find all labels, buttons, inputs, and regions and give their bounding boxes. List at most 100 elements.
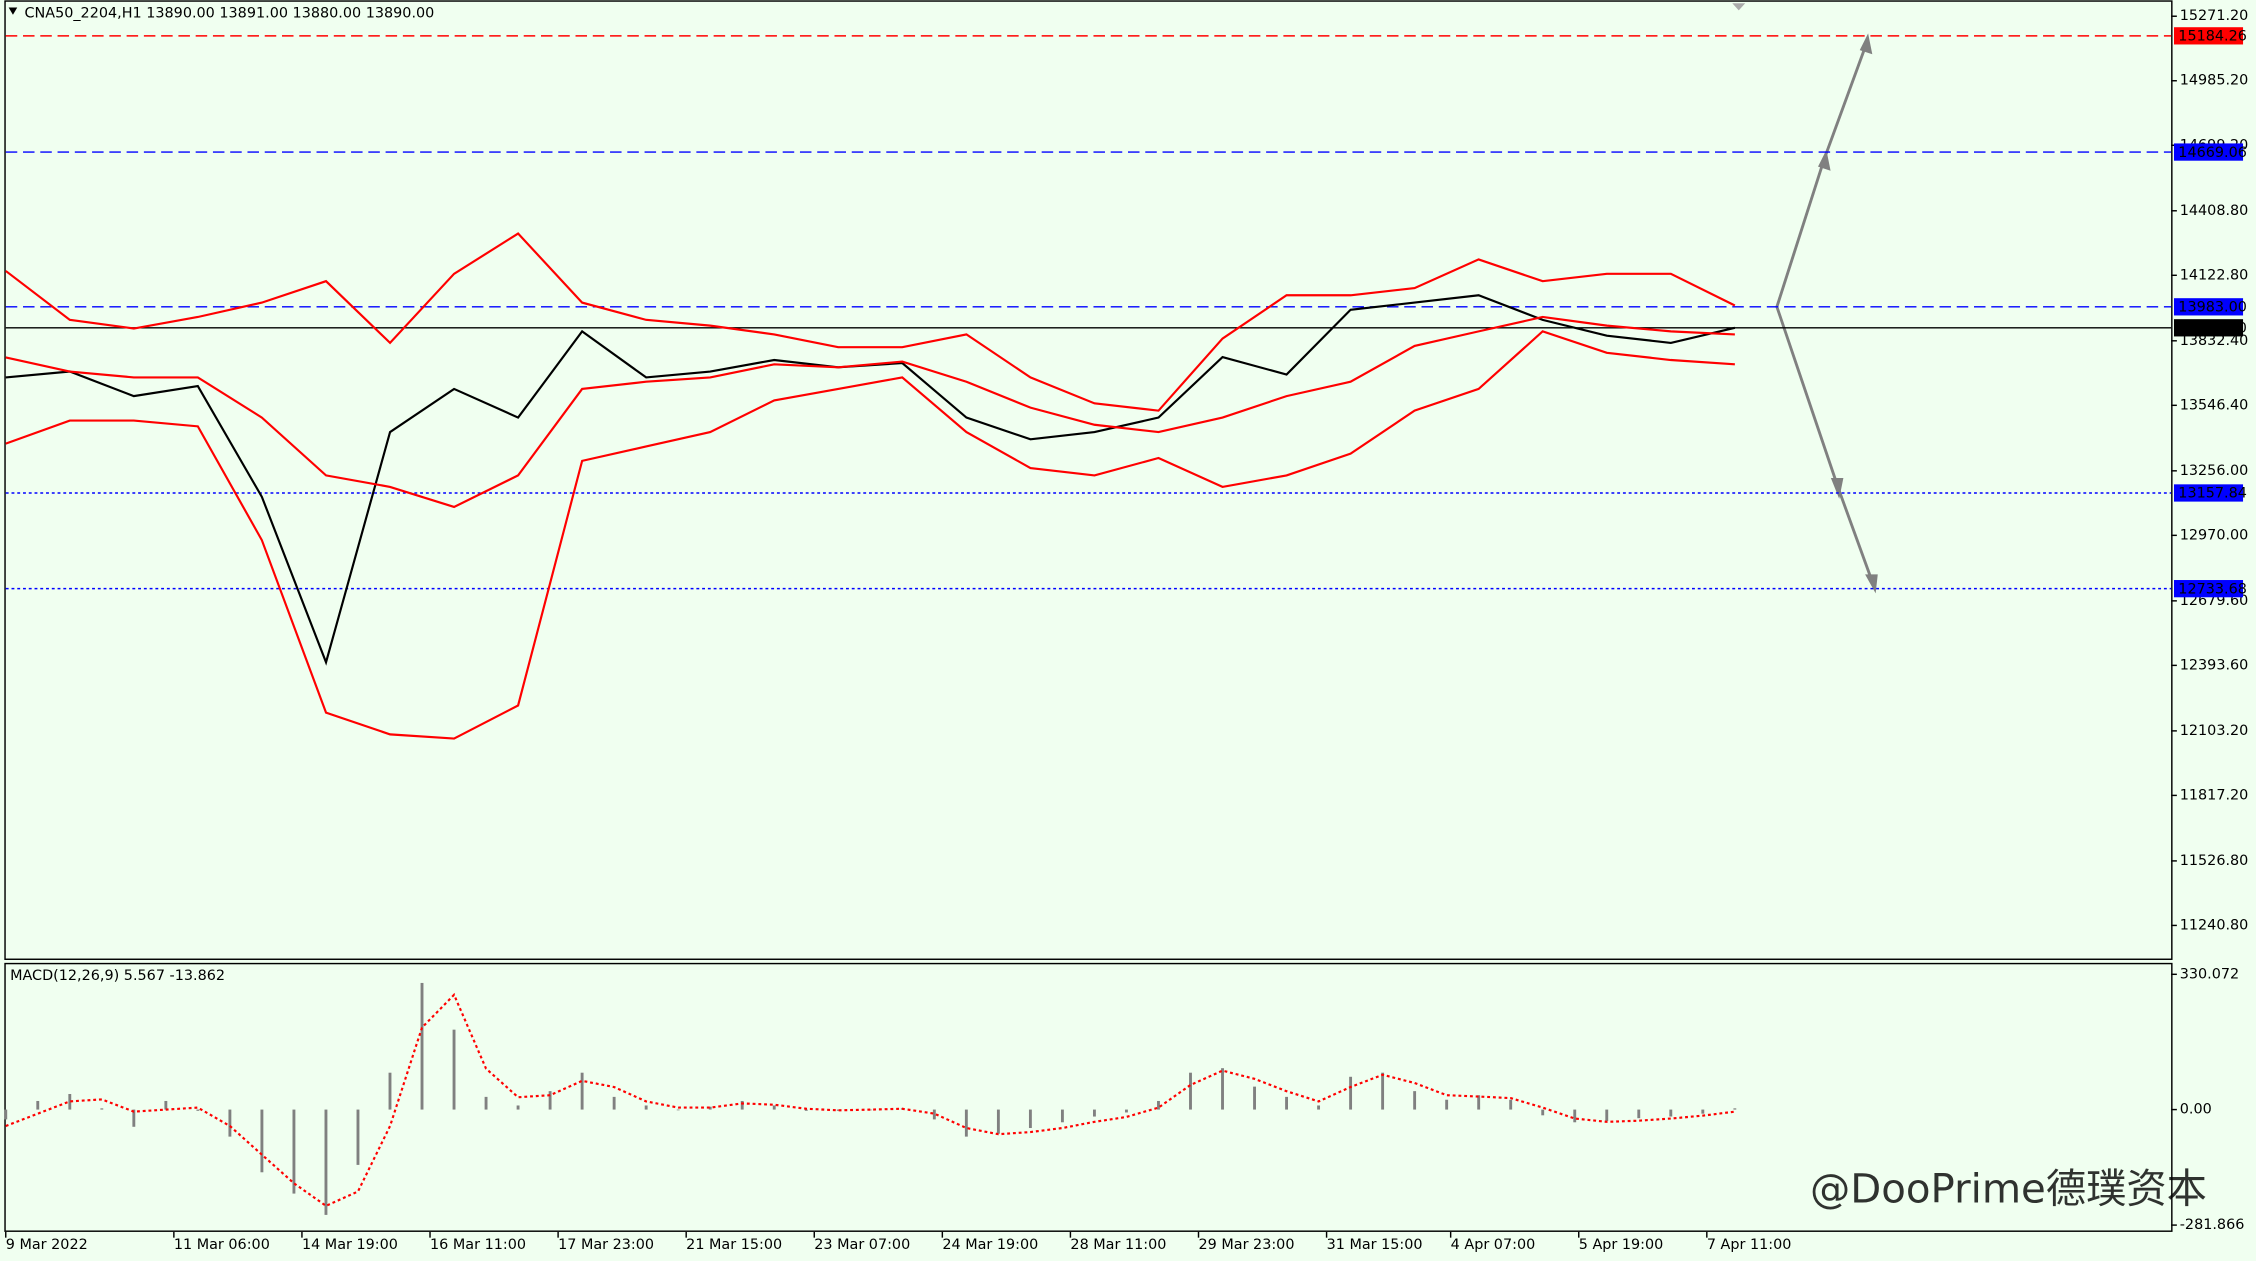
arrow-line bbox=[1775, 158, 1826, 308]
x-tick-label: 24 Mar 19:00 bbox=[942, 1237, 1038, 1253]
histogram-bar bbox=[260, 1109, 264, 1173]
histogram-bar bbox=[1605, 1109, 1609, 1122]
level-label-box bbox=[2173, 484, 2244, 502]
histogram-bar bbox=[516, 1105, 520, 1110]
y-tick-label: 14408.80 bbox=[2180, 203, 2249, 219]
histogram-bar bbox=[868, 1109, 872, 1111]
y-tick-label: 11240.80 bbox=[2180, 917, 2249, 933]
histogram-bar bbox=[100, 1108, 104, 1110]
histogram-bar bbox=[388, 1072, 392, 1110]
histogram-bar bbox=[196, 1109, 200, 1111]
x-tick-label: 28 Mar 11:00 bbox=[1070, 1237, 1166, 1253]
arrow-line bbox=[1837, 489, 1875, 585]
histogram-bar bbox=[1253, 1086, 1256, 1110]
y-tick-label: -281.866 bbox=[2180, 1217, 2245, 1233]
shift-marker bbox=[1732, 3, 1746, 11]
histogram-bar bbox=[420, 982, 424, 1110]
histogram-bar bbox=[1028, 1109, 1032, 1129]
histogram-bar bbox=[1349, 1076, 1353, 1110]
level-label: 13890.00 bbox=[2178, 321, 2247, 337]
y-tick-label: 14985.20 bbox=[2180, 73, 2249, 89]
arrow-head bbox=[1818, 149, 1831, 171]
histogram-bar bbox=[548, 1091, 552, 1110]
level-label: 12733.68 bbox=[2178, 581, 2247, 597]
indicator-line bbox=[5, 330, 1735, 740]
arrow-head bbox=[1865, 574, 1878, 594]
y-tick-label: 330.072 bbox=[2180, 966, 2239, 982]
y-tick-label: 15271.20 bbox=[2180, 8, 2249, 24]
y-tick-label: 12970.00 bbox=[2180, 527, 2249, 543]
x-tick-label: 29 Mar 23:00 bbox=[1199, 1237, 1295, 1253]
histogram-bar bbox=[1637, 1109, 1641, 1119]
histogram-bar bbox=[1509, 1099, 1513, 1110]
indicator-line bbox=[5, 232, 1736, 412]
histogram-bar bbox=[164, 1100, 168, 1110]
histogram-bar bbox=[132, 1109, 136, 1127]
histogram-bar bbox=[676, 1109, 680, 1111]
arrow-line bbox=[1823, 40, 1869, 160]
x-tick-label: 7 Apr 11:00 bbox=[1707, 1237, 1792, 1253]
indicator-title: MACD(12,26,9) 5.567 -13.862 bbox=[10, 968, 225, 984]
x-tick-label: 31 Mar 15:00 bbox=[1327, 1237, 1423, 1253]
histogram-bar bbox=[612, 1096, 616, 1110]
histogram-bar bbox=[644, 1105, 648, 1110]
x-tick-label: 11 Mar 06:00 bbox=[174, 1237, 270, 1253]
histogram-bar bbox=[68, 1094, 72, 1110]
x-tick-label: 9 Mar 2022 bbox=[6, 1237, 88, 1253]
histogram-bar bbox=[452, 1029, 456, 1110]
y-tick-label: 13256.00 bbox=[2180, 463, 2249, 479]
histogram-bar bbox=[36, 1100, 40, 1110]
collapse-icon[interactable] bbox=[8, 7, 18, 15]
y-tick-label: 11817.20 bbox=[2180, 787, 2249, 803]
histogram-bar bbox=[228, 1109, 232, 1137]
x-tick-label: 21 Mar 15:00 bbox=[686, 1237, 782, 1253]
y-tick-label: 13832.40 bbox=[2180, 333, 2249, 349]
y-tick-label: 12393.60 bbox=[2180, 657, 2249, 673]
histogram-bar bbox=[292, 1109, 296, 1194]
histogram-bar bbox=[580, 1072, 584, 1110]
histogram-bar bbox=[1092, 1109, 1096, 1117]
histogram-bar bbox=[1413, 1091, 1417, 1110]
price-panel-frame bbox=[4, 0, 2173, 960]
histogram-bar bbox=[356, 1109, 360, 1165]
y-tick-label: 0.00 bbox=[2180, 1102, 2212, 1118]
symbol-header: CNA50_2204,H1 13890.00 13891.00 13880.00… bbox=[24, 5, 434, 21]
macd-panel-frame bbox=[4, 962, 2173, 1232]
histogram-bar bbox=[1541, 1109, 1545, 1116]
histogram-bar bbox=[1060, 1109, 1064, 1123]
histogram-bar bbox=[740, 1100, 744, 1110]
y-tick-label: 14122.80 bbox=[2180, 267, 2249, 283]
histogram-bar bbox=[772, 1105, 776, 1110]
x-tick-label: 5 Apr 19:00 bbox=[1579, 1237, 1664, 1253]
histogram-bar bbox=[1733, 1108, 1737, 1110]
x-tick-label: 16 Mar 11:00 bbox=[430, 1237, 526, 1253]
histogram-bar bbox=[996, 1109, 1000, 1134]
arrow-head bbox=[1859, 33, 1873, 55]
histogram-bar bbox=[708, 1106, 712, 1110]
histogram-bar bbox=[932, 1109, 936, 1120]
x-tick-label: 23 Mar 07:00 bbox=[814, 1237, 910, 1253]
histogram-bar bbox=[1189, 1072, 1192, 1110]
histogram-bar bbox=[1157, 1100, 1160, 1110]
arrow-head bbox=[1830, 477, 1844, 499]
x-tick-label: 17 Mar 23:00 bbox=[558, 1237, 654, 1253]
level-label-box bbox=[2173, 143, 2244, 161]
histogram-bar bbox=[484, 1096, 488, 1110]
level-label: 13983.00 bbox=[2178, 300, 2247, 316]
histogram-bar bbox=[1221, 1068, 1224, 1110]
histogram-bar bbox=[1445, 1099, 1449, 1110]
y-tick-label: 12103.20 bbox=[2180, 723, 2249, 739]
histogram-bar bbox=[1669, 1109, 1673, 1117]
x-tick-label: 14 Mar 19:00 bbox=[302, 1237, 398, 1253]
histogram-bar bbox=[1381, 1072, 1385, 1110]
x-tick-label: 4 Apr 07:00 bbox=[1451, 1237, 1536, 1253]
histogram-bar bbox=[1573, 1109, 1577, 1123]
level-label-box bbox=[2173, 319, 2244, 337]
histogram-bar bbox=[1701, 1109, 1705, 1114]
level-label-box bbox=[2173, 580, 2244, 598]
y-tick-label: 13546.40 bbox=[2180, 397, 2249, 413]
forecast-arrows bbox=[1775, 33, 1878, 594]
